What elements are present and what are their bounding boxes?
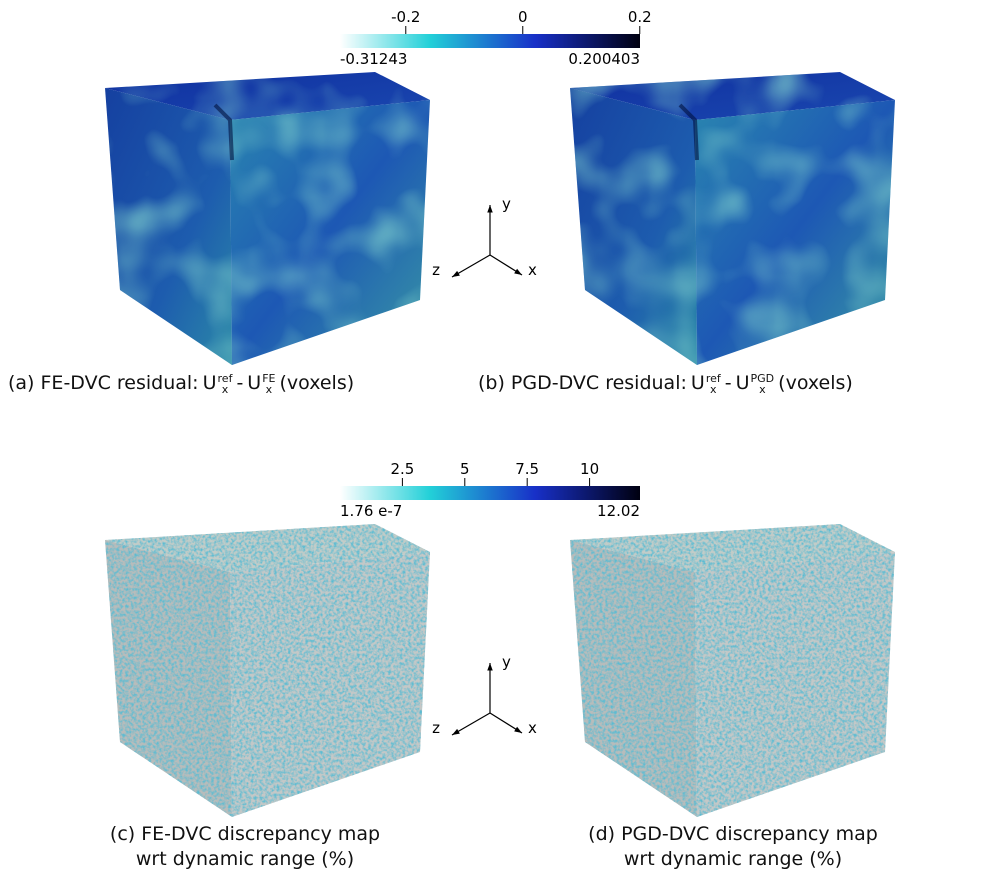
- cube: [570, 524, 895, 817]
- colorbar-gradient: [340, 486, 640, 500]
- cube-texture: [695, 552, 895, 817]
- arrow-head: [452, 728, 460, 735]
- term-scripts: ref x: [706, 373, 721, 395]
- arrow-head: [514, 268, 522, 275]
- term-sub: x: [759, 382, 766, 396]
- cube-texture: [570, 540, 697, 817]
- colorbar: -0.2 0 0.2 -0.31243 0.200403: [340, 8, 652, 68]
- axis-triad: y x z: [432, 653, 537, 737]
- cube-texture: [230, 100, 430, 365]
- math-term: U PGD x: [736, 372, 775, 395]
- term-sub: x: [710, 382, 717, 396]
- arrow-head: [487, 663, 493, 671]
- term-sup: ref: [705, 371, 721, 385]
- caption: (d) PGD-DVC discrepancy map wrt dynamic r…: [483, 822, 983, 872]
- cube-texture: [105, 88, 232, 365]
- axis-label: x: [528, 719, 537, 737]
- axis-triads: y x z y x z: [432, 195, 537, 737]
- axis-label: y: [502, 653, 511, 671]
- caption-label: (a) FE-DVC residual:: [8, 372, 199, 394]
- term-scripts: ref x: [218, 373, 233, 395]
- cube-texture: [695, 100, 895, 365]
- term-scripts: PGD x: [751, 373, 775, 395]
- colorbar-gradient: [340, 34, 640, 48]
- cube-edge: [213, 103, 234, 161]
- arrow-head: [452, 270, 460, 277]
- caption-line: (d) PGD-DVC discrepancy map: [588, 823, 878, 845]
- term-sup: PGD: [750, 371, 775, 385]
- caption-line: wrt dynamic range (%): [135, 848, 355, 870]
- colorbar: 2.5 5 7.5 10 1.76 e-7 12.02: [340, 460, 640, 520]
- colorbar-tick-label: 7.5: [515, 460, 539, 478]
- colorbar-tick-label: 0.2: [628, 8, 652, 26]
- cube: [570, 72, 895, 365]
- colorbar-tick-label: 5: [460, 460, 470, 478]
- term-base: U: [735, 372, 750, 394]
- arrow-head: [514, 726, 522, 733]
- cube-texture: [230, 552, 430, 817]
- axis-label: y: [502, 195, 511, 213]
- colorbar-range-label: -0.31243: [340, 50, 407, 68]
- caption: (c) FE-DVC discrepancy map wrt dynamic ra…: [0, 822, 495, 872]
- colorbar-range-label: 1.76 e-7: [340, 502, 402, 520]
- axis-label: z: [432, 719, 440, 737]
- colorbar-tick-label: 10: [580, 460, 599, 478]
- cube-texture: [570, 524, 895, 572]
- caption-label: (b) PGD-DVC residual:: [478, 372, 687, 394]
- cube-texture: [570, 88, 697, 365]
- caption-unit: (voxels): [279, 372, 355, 394]
- term-base: U: [247, 372, 262, 394]
- axis-triad: y x z: [432, 195, 537, 279]
- operator: -: [724, 372, 732, 394]
- axis-label: z: [432, 261, 440, 279]
- colorbar-range-label: 0.200403: [568, 50, 640, 68]
- cube-texture: [105, 72, 430, 120]
- term-sub: x: [265, 382, 273, 396]
- term-base: U: [690, 372, 705, 394]
- term-scripts: FE x: [262, 373, 275, 395]
- math-term: U FE x: [247, 372, 275, 395]
- cube-texture: [570, 72, 895, 120]
- colorbar-range-label: 12.02: [597, 502, 640, 520]
- cube-edge: [678, 103, 699, 161]
- colorbar-tick-label: -0.2: [391, 8, 420, 26]
- cubes: [105, 72, 895, 817]
- term-sub: x: [221, 382, 229, 396]
- cube-texture: [105, 524, 430, 572]
- caption-line: wrt dynamic range (%): [623, 848, 843, 870]
- colorbars: -0.2 0 0.2 -0.31243 0.200403 2.5 5 7.5 10 1.76 e-…: [340, 8, 652, 520]
- cube-texture: [105, 540, 232, 817]
- term-sup: ref: [217, 371, 233, 385]
- term-sup: FE: [262, 371, 276, 385]
- cube: [105, 524, 430, 817]
- caption-unit: (voxels): [778, 372, 853, 394]
- term-base: U: [202, 372, 217, 394]
- axis-label: x: [528, 261, 537, 279]
- caption-line: (c) FE-DVC discrepancy map: [109, 823, 381, 845]
- operator: -: [236, 372, 244, 394]
- arrow-head: [487, 205, 493, 213]
- colorbar-tick-label: 0: [518, 8, 528, 26]
- colorbar-tick-label: 2.5: [390, 460, 414, 478]
- cube: [105, 72, 430, 365]
